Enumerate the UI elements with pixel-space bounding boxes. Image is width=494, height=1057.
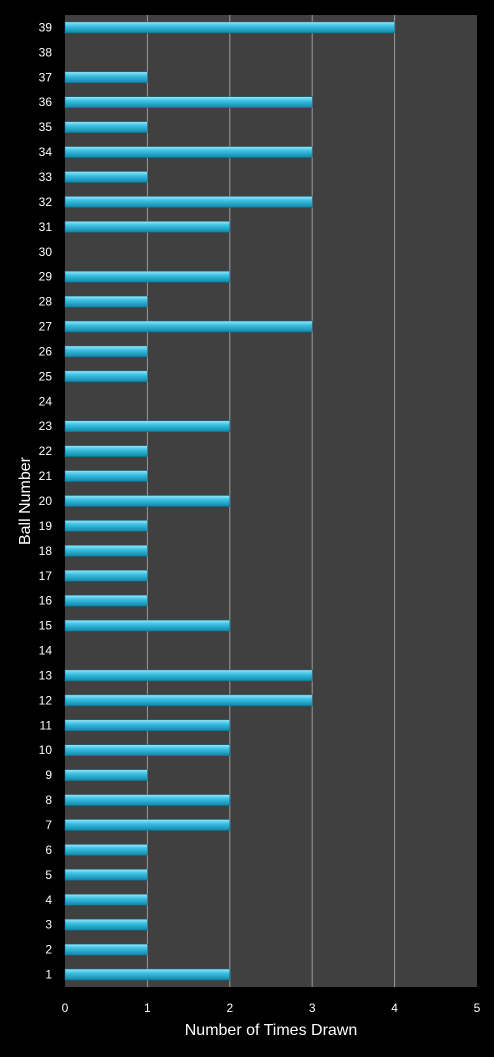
y-tick-label: 16 (39, 594, 53, 608)
y-tick-label: 20 (39, 494, 53, 508)
y-tick-label: 1 (45, 968, 52, 982)
bar (64, 694, 313, 707)
bar (64, 96, 313, 108)
bar (64, 320, 313, 333)
y-tick-label: 36 (39, 95, 53, 109)
bar (64, 221, 231, 233)
y-tick-label: 26 (39, 344, 53, 358)
y-tick-label: 24 (39, 394, 53, 408)
y-tick-label: 35 (39, 120, 53, 134)
y-tick-label: 28 (39, 295, 53, 309)
y-axis-title: Ball Number (17, 456, 34, 545)
y-tick-label: 37 (39, 70, 53, 84)
bar (64, 794, 231, 806)
y-tick-label: 7 (45, 818, 52, 832)
bar (64, 295, 148, 308)
y-tick-label: 5 (45, 868, 52, 882)
y-tick-label: 39 (39, 20, 53, 34)
bar (64, 146, 313, 158)
y-tick-label: 10 (39, 743, 53, 757)
bar (64, 943, 148, 956)
y-tick-label: 4 (45, 893, 52, 907)
y-tick-label: 17 (39, 569, 53, 583)
bar (64, 844, 148, 856)
bar (64, 894, 148, 906)
bar (64, 470, 148, 482)
bar (64, 918, 148, 931)
y-tick-label: 29 (39, 270, 53, 284)
y-tick-label: 3 (45, 918, 52, 932)
y-tick-label: 6 (45, 843, 52, 857)
bar (64, 719, 231, 732)
y-tick-label: 34 (39, 145, 53, 159)
bar (64, 270, 231, 283)
bar (64, 545, 148, 557)
y-tick-label: 33 (39, 170, 53, 184)
x-tick-label: 2 (226, 1001, 233, 1015)
y-tick-label: 9 (45, 768, 52, 782)
bar (64, 619, 231, 632)
y-tick-label: 18 (39, 544, 53, 558)
y-tick-label: 14 (39, 644, 53, 658)
bar (64, 570, 148, 582)
bar (64, 445, 148, 457)
bar (64, 968, 231, 981)
bar (64, 345, 148, 358)
y-tick-label: 13 (39, 668, 53, 682)
bar (64, 71, 148, 84)
x-tick-label: 1 (144, 1001, 151, 1015)
bars-layer (64, 21, 395, 981)
bar (64, 669, 313, 682)
y-tick-label: 22 (39, 444, 53, 458)
y-tick-labels: 1234567891011121314151617181920212223242… (39, 20, 53, 981)
x-tick-label: 4 (391, 1001, 398, 1015)
bar (64, 171, 148, 183)
bar (64, 495, 231, 507)
bar (64, 196, 313, 208)
y-tick-label: 8 (45, 793, 52, 807)
y-tick-label: 32 (39, 195, 53, 209)
y-tick-label: 38 (39, 45, 53, 59)
bar (64, 869, 148, 881)
x-tick-labels: 0 1 2 3 4 5 (62, 1001, 481, 1015)
x-tick-label: 0 (62, 1001, 69, 1015)
bar (64, 121, 148, 133)
y-tick-label: 15 (39, 619, 53, 633)
y-tick-label: 21 (39, 469, 53, 483)
y-tick-label: 12 (39, 693, 53, 707)
y-tick-label: 27 (39, 320, 53, 334)
y-tick-label: 2 (45, 943, 52, 957)
y-tick-label: 19 (39, 519, 53, 533)
bar (64, 819, 231, 831)
bar (64, 370, 148, 383)
bar (64, 420, 231, 432)
y-tick-label: 25 (39, 369, 53, 383)
y-tick-label: 30 (39, 245, 53, 259)
bar (64, 744, 231, 756)
x-axis-title: Number of Times Drawn (185, 1022, 358, 1039)
x-tick-label: 5 (474, 1001, 481, 1015)
bar (64, 21, 395, 34)
y-tick-label: 11 (40, 718, 53, 732)
bar (64, 769, 148, 781)
y-tick-label: 23 (39, 419, 53, 433)
x-tick-label: 3 (309, 1001, 316, 1015)
y-tick-label: 31 (39, 220, 53, 234)
bar (64, 520, 148, 532)
bar (64, 594, 148, 607)
